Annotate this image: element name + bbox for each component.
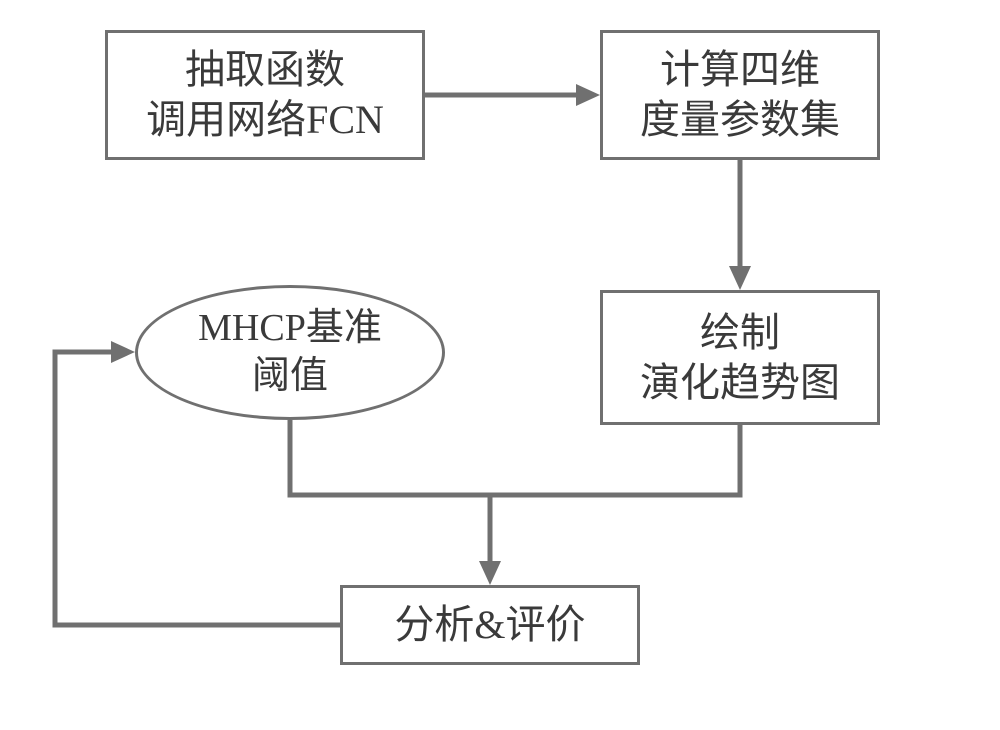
node-plot-trend-line1: 绘制: [700, 308, 780, 358]
node-compute-metrics-line2: 度量参数集: [640, 95, 840, 145]
node-mhcp-threshold-line2: 阈值: [252, 353, 328, 401]
node-mhcp-threshold-line1: MHCP基准: [198, 305, 382, 353]
node-compute-metrics: 计算四维 度量参数集: [600, 30, 880, 160]
diagram-canvas: 抽取函数 调用网络FCN 计算四维 度量参数集 绘制 演化趋势图 MHCP基准 …: [0, 0, 1000, 730]
node-compute-metrics-line1: 计算四维: [660, 45, 820, 95]
node-extract-fcn-line2: 调用网络FCN: [146, 95, 384, 145]
node-plot-trend: 绘制 演化趋势图: [600, 290, 880, 425]
node-extract-fcn-line1: 抽取函数: [185, 45, 345, 95]
node-mhcp-threshold: MHCP基准 阈值: [135, 285, 445, 420]
node-analyze-evaluate-line1: 分析&评价: [394, 600, 585, 650]
node-analyze-evaluate: 分析&评价: [340, 585, 640, 665]
node-plot-trend-line2: 演化趋势图: [640, 358, 840, 408]
node-extract-fcn: 抽取函数 调用网络FCN: [105, 30, 425, 160]
